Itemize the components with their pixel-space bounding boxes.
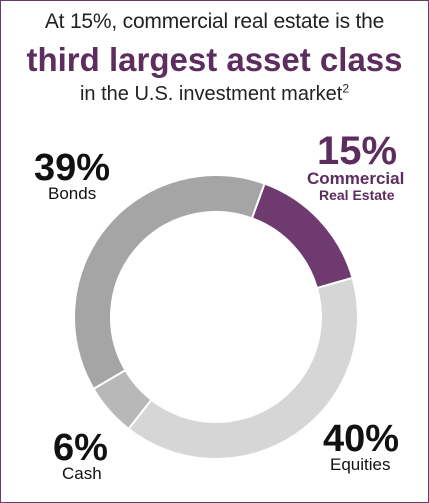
title-line-3-text: in the U.S. investment market bbox=[79, 83, 343, 105]
slice-label-equities: Equities bbox=[330, 455, 391, 474]
title-headline: third largest asset class bbox=[26, 41, 403, 78]
slice-value-cash: 6% bbox=[53, 427, 108, 469]
slice-value-bonds: 39% bbox=[34, 147, 111, 189]
slice-value-equities: 40% bbox=[323, 418, 400, 460]
slice-label-cash: Cash bbox=[62, 464, 102, 483]
donut-slice-bonds bbox=[73, 174, 266, 391]
footnote-marker: 2 bbox=[342, 81, 349, 96]
title-line-1: At 15%, commercial real estate is the bbox=[44, 10, 385, 33]
slice-label-commercial-real-estate-line2: Real Estate bbox=[319, 187, 395, 203]
donut-slice-equities bbox=[127, 276, 359, 460]
slice-label-bonds: Bonds bbox=[48, 184, 97, 203]
title-line-3: in the U.S. investment market2 bbox=[1, 81, 428, 106]
slice-label-commercial-real-estate-line1: Commercial bbox=[307, 169, 405, 188]
slice-value-commercial-real-estate: 15% bbox=[317, 129, 398, 173]
